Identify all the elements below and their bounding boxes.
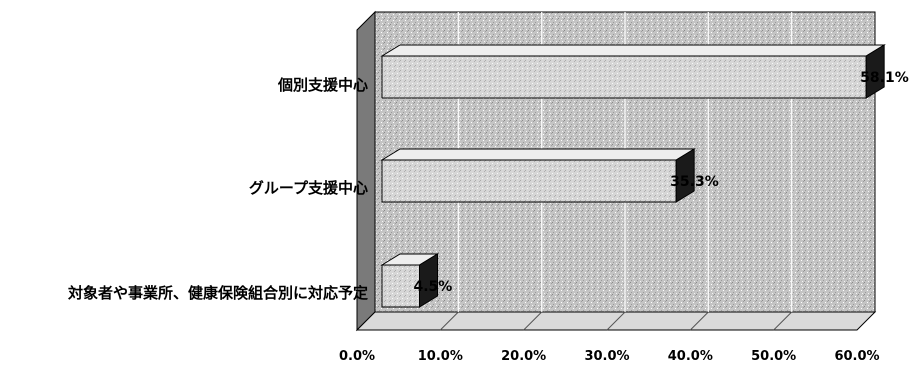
side-wall: [357, 12, 375, 330]
bar-top-face: [382, 149, 694, 160]
data-label: 35.3%: [670, 174, 719, 190]
bar-top-face: [382, 45, 884, 56]
data-label: 58.1%: [860, 70, 909, 86]
data-label: 4.5%: [414, 279, 453, 295]
x-tick-label: 30.0%: [584, 349, 629, 364]
bar: [382, 45, 884, 98]
x-tick-label: 20.0%: [501, 349, 546, 364]
bar-front-face: [382, 160, 676, 202]
category-label: 対象者や事業所、健康保険組合別に対応予定: [67, 284, 368, 302]
x-tick-label: 10.0%: [418, 349, 463, 364]
category-label: 個別支援中心: [277, 76, 368, 94]
x-tick-label: 50.0%: [751, 349, 796, 364]
x-tick-labels: 0.0% 10.0% 20.0% 30.0% 40.0% 50.0% 60.0%: [339, 349, 880, 364]
x-tick-label: 40.0%: [668, 349, 713, 364]
x-tick-label: 60.0%: [834, 349, 879, 364]
bar-front-face: [382, 56, 866, 98]
x-tick-label: 0.0%: [339, 349, 375, 364]
category-label: グループ支援中心: [249, 179, 368, 197]
bar: [382, 149, 694, 202]
